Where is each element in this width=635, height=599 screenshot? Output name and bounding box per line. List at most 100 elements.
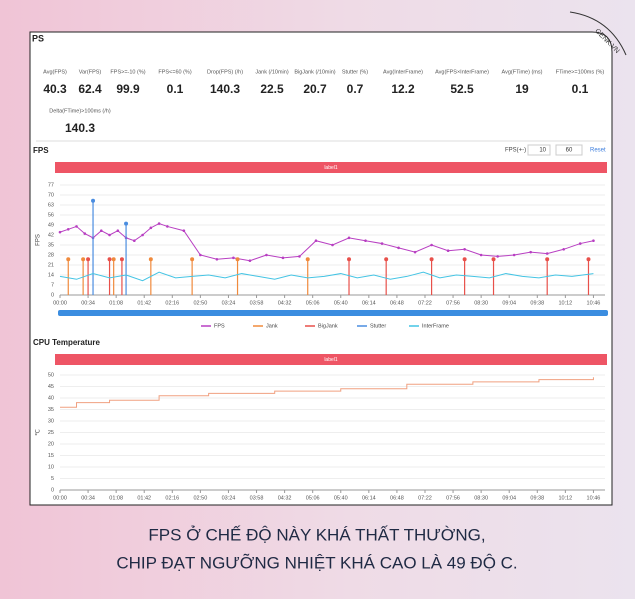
chart-title: CPU Temperature: [33, 338, 101, 347]
y-tick-label: 21: [48, 262, 54, 268]
caption: FPS Ở CHẾ ĐỘ NÀY KHÁ THẤT THƯỜNG,: [148, 525, 485, 544]
x-tick-label: 07:56: [446, 300, 460, 306]
x-tick-label: 09:04: [502, 300, 516, 306]
y-tick-label: 56: [48, 212, 54, 218]
stat-label: Avg(FPS): [43, 69, 67, 75]
logo-arc: [569, 11, 627, 56]
stat-value: 0.1: [572, 82, 589, 96]
y-tick-label: 50: [48, 372, 54, 378]
stem-marker: [124, 221, 129, 226]
stem-marker: [347, 257, 352, 262]
stem-marker: [586, 257, 591, 262]
stem-marker: [190, 257, 195, 262]
stem-marker: [119, 257, 124, 262]
y-tick-label: 42: [48, 232, 54, 238]
stat-value: 140.3: [65, 121, 95, 135]
stem-marker: [305, 257, 310, 262]
stem-marker: [91, 198, 96, 203]
legend-label: BigJank: [318, 323, 338, 329]
stem-marker: [429, 257, 434, 262]
band-label: label1: [324, 357, 338, 363]
stem-marker: [111, 257, 116, 262]
x-tick-label: 00:34: [81, 495, 95, 501]
x-tick-label: 01:08: [109, 300, 123, 306]
y-tick-label: 7: [51, 282, 54, 288]
x-tick-label: 05:40: [334, 300, 348, 306]
stat-label: Stutter (%): [342, 69, 368, 75]
x-tick-label: 10:46: [587, 300, 601, 306]
stat-label: Jank (/10min): [255, 69, 288, 75]
input-value: 10: [539, 148, 546, 154]
y-tick-label: 63: [48, 202, 54, 208]
reset-button[interactable]: Reset: [590, 148, 606, 154]
section-title: PS: [32, 33, 44, 43]
x-tick-label: 10:12: [558, 495, 572, 501]
chart-title: FPS: [33, 146, 49, 155]
stat-label: Avg(FTime) (ms): [502, 69, 543, 75]
stem-marker: [66, 257, 71, 262]
y-tick-label: 35: [48, 242, 54, 248]
series-line: [59, 223, 594, 262]
stat-value: 19: [515, 82, 529, 96]
stem-marker: [148, 257, 153, 262]
stem-marker: [545, 257, 550, 262]
stat-label: Delta(FTime)>100ms (/h): [49, 108, 111, 114]
x-tick-label: 04:32: [278, 300, 292, 306]
x-tick-label: 09:04: [502, 495, 516, 501]
y-tick-label: 0: [51, 292, 54, 298]
x-tick-label: 07:22: [418, 495, 432, 501]
y-axis-label: FPS: [36, 234, 42, 246]
y-axis-label: ℃: [36, 429, 42, 436]
y-tick-label: 77: [48, 182, 54, 188]
stat-value: 20.7: [303, 82, 327, 96]
x-tick-label: 01:42: [137, 495, 151, 501]
x-tick-label: 08:30: [474, 495, 488, 501]
stat-value: 99.9: [116, 82, 140, 96]
y-tick-label: 28: [48, 252, 54, 258]
y-tick-label: 5: [51, 476, 54, 482]
x-tick-label: 06:14: [362, 300, 376, 306]
y-tick-label: 35: [48, 407, 54, 413]
scrollbar[interactable]: [58, 310, 608, 316]
stem-marker: [462, 257, 467, 262]
x-tick-label: 02:16: [165, 300, 179, 306]
stat-label: FTime>=100ms (%): [556, 69, 605, 75]
legend-label: InterFrame: [422, 323, 449, 329]
x-tick-label: 01:42: [137, 300, 151, 306]
legend-label: FPS: [214, 323, 225, 329]
x-tick-label: 00:34: [81, 300, 95, 306]
input[interactable]: [555, 144, 583, 156]
stem-marker: [86, 257, 91, 262]
stat-value: 52.5: [450, 82, 474, 96]
x-tick-label: 03:58: [250, 300, 264, 306]
input[interactable]: [527, 144, 551, 156]
stat-label: Avg(InterFrame): [383, 69, 423, 75]
stat-label: Var(FPS): [79, 69, 102, 75]
x-tick-label: 06:48: [390, 300, 404, 306]
stat-label: Drop(FPS) (/h): [207, 69, 243, 75]
x-tick-label: 04:32: [278, 495, 292, 501]
stem-marker: [491, 257, 496, 262]
y-tick-label: 14: [48, 272, 54, 278]
y-tick-label: 40: [48, 395, 54, 401]
stem-marker: [235, 257, 240, 262]
y-tick-label: 15: [48, 453, 54, 459]
legend-label: Stutter: [370, 323, 386, 329]
x-tick-label: 10:46: [587, 495, 601, 501]
series-line: [60, 377, 594, 408]
x-tick-label: 05:06: [306, 495, 320, 501]
stat-value: 0.1: [167, 82, 184, 96]
stat-value: 140.3: [210, 82, 240, 96]
legend-label: Jank: [266, 323, 278, 329]
x-tick-label: 02:16: [165, 495, 179, 501]
x-tick-label: 10:12: [558, 300, 572, 306]
stat-value: 12.2: [391, 82, 415, 96]
band-label: label1: [324, 165, 338, 171]
label-band: [55, 354, 607, 365]
stat-value: 62.4: [78, 82, 102, 96]
caption: CHIP ĐẠT NGƯỠNG NHIỆT KHÁ CAO LÀ 49 ĐỘ C…: [116, 553, 517, 572]
x-tick-label: 05:40: [334, 495, 348, 501]
y-tick-label: 0: [51, 487, 54, 493]
stat-value: 0.7: [347, 82, 364, 96]
x-tick-label: 07:22: [418, 300, 432, 306]
